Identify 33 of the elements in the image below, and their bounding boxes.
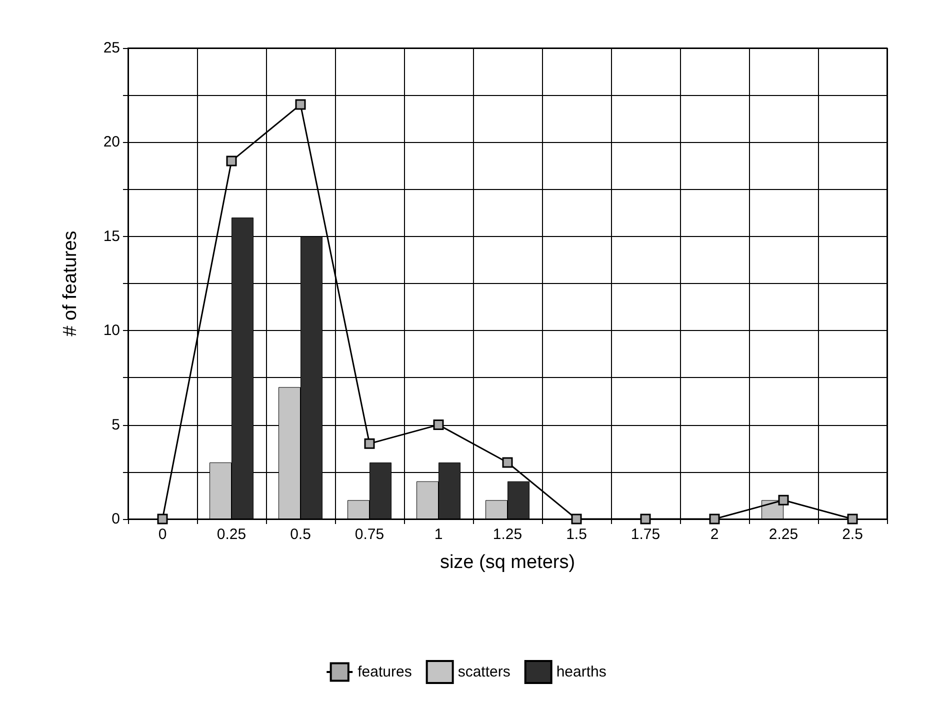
y-tick-label: 0: [112, 510, 120, 528]
legend-label: hearths: [556, 664, 606, 680]
point: [778, 494, 789, 506]
x-tick-label: 1.5: [566, 526, 587, 543]
x-tick-label: 0.75: [354, 526, 384, 543]
point: [502, 457, 513, 468]
point: [295, 99, 306, 110]
x-tick-label: 0.25: [216, 526, 246, 543]
y-tick-label: 10: [103, 322, 120, 340]
point: [157, 514, 168, 524]
x-tick-label: 2: [710, 526, 719, 543]
x-tick-label: 2.25: [768, 526, 798, 543]
y-tick-label: 20: [103, 134, 120, 151]
y-tick-label: 15: [103, 228, 120, 245]
x-tick-label: 0: [158, 526, 167, 543]
point: [640, 514, 651, 524]
x-tick-label: 1.75: [630, 526, 660, 543]
y-axis-title: # of features: [60, 230, 81, 336]
point: [847, 514, 858, 524]
point: [226, 156, 237, 166]
point: [433, 420, 444, 430]
x-tick-label: 1: [434, 526, 443, 543]
x-tick-label: 1.25: [492, 526, 522, 543]
y-tick-label: 25: [103, 40, 120, 56]
x-axis-title: size (sq meters): [440, 552, 576, 573]
legend-label: scatters: [458, 664, 510, 680]
x-tick-label: 2.5: [842, 526, 863, 543]
x-tick-label: 0.5: [290, 526, 311, 543]
point: [364, 438, 375, 449]
legend-label: features: [358, 664, 412, 680]
point: [709, 514, 720, 524]
point: [571, 514, 582, 524]
y-tick-label: 5: [112, 416, 120, 434]
